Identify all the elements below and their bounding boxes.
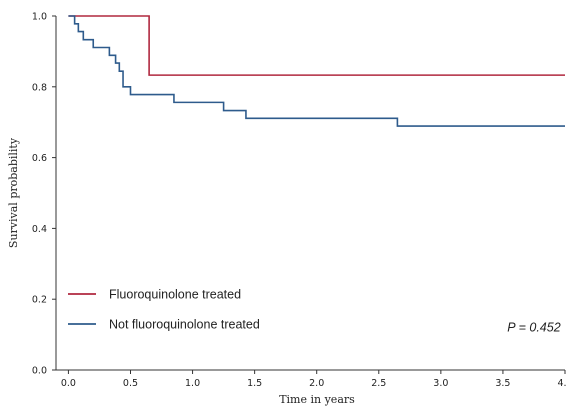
x-tick-label: 2.5 [371,378,386,389]
x-tick-label: 2.0 [309,378,324,389]
x-tick-label: 1.5 [247,378,262,389]
series-line-fluoroquinolone-treated [68,15,565,76]
legend-label: Not fluoroquinolone treated [109,318,260,332]
axes [55,16,565,371]
y-tick-label: 0.4 [32,224,47,235]
tick-labels: 0.0 0.5 1.0 1.5 2.0 2.5 3.0 3.5 4.0 0.0 0.2 0.4 0.6 0… [32,12,567,390]
y-tick-label: 0.0 [32,366,47,377]
x-tick-label: 4.0 [557,378,567,389]
y-tick-label: 0.2 [32,295,47,306]
x-tick-label: 1.0 [185,378,200,389]
p-value-annotation: P = 0.452 [507,321,560,335]
y-tick-label: 0.8 [32,82,47,93]
legend: Fluoroquinolone treated Not fluoroquinolo… [68,288,260,332]
y-axis-label: Survival probability [7,137,20,248]
x-tick-label: 3.0 [433,378,448,389]
x-tick-label: 0.0 [61,378,76,389]
y-tick-label: 1.0 [32,12,47,23]
y-tick-label: 0.6 [32,153,47,164]
x-axis-label: Time in years [279,393,355,406]
x-tick-label: 3.5 [495,378,510,389]
legend-label: Fluoroquinolone treated [109,288,241,302]
series-line-not-fluoroquinolone-treated [68,15,565,127]
series-lines [68,15,565,127]
x-tick-label: 0.5 [123,378,138,389]
